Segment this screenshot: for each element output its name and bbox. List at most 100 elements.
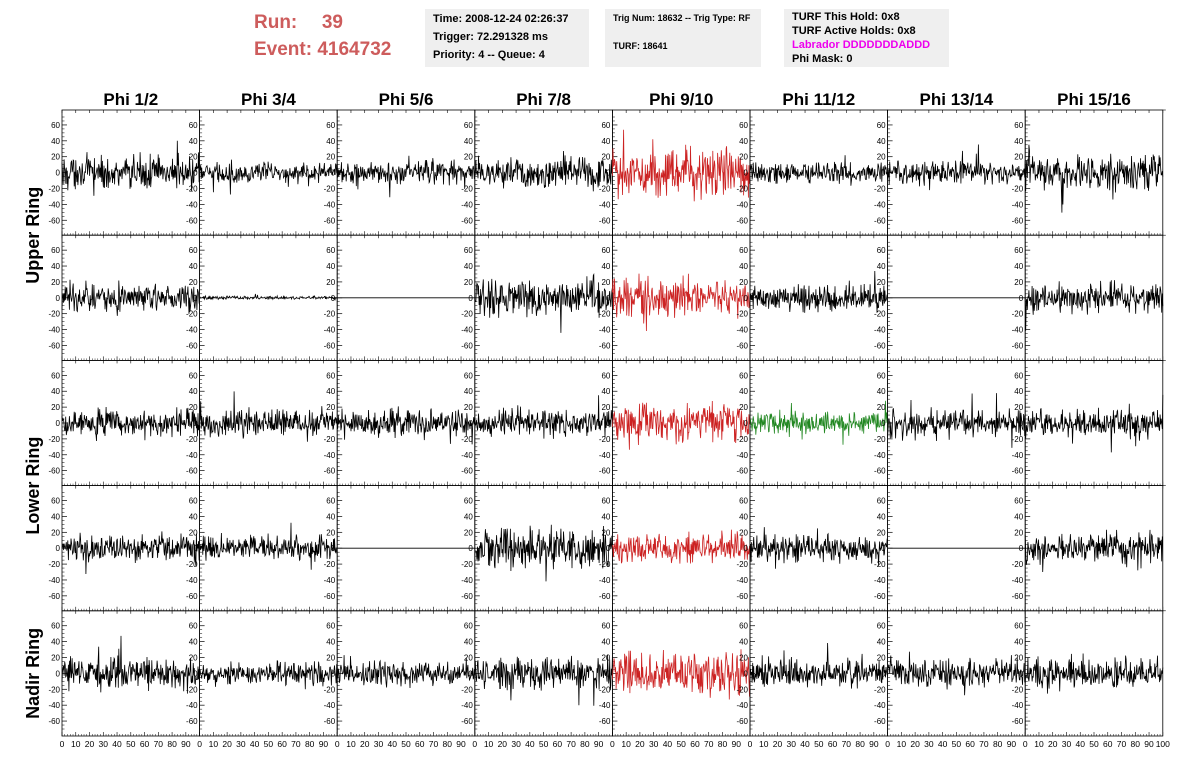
x-tick-label: 30 — [236, 739, 246, 749]
y-tick-label: -20 — [461, 184, 473, 193]
y-tick-label: 40 — [189, 512, 198, 521]
y-tick-label: 60 — [51, 246, 60, 255]
y-tick-label: 0 — [881, 419, 886, 428]
y-tick-label: -20 — [1012, 560, 1024, 569]
y-tick-label: 60 — [877, 622, 886, 631]
y-tick-label: 60 — [326, 622, 335, 631]
y-tick-label: 0 — [1019, 169, 1024, 178]
y-tick-label: 40 — [1014, 638, 1023, 647]
y-tick-label: 40 — [877, 137, 886, 146]
y-tick-label: 20 — [189, 528, 198, 537]
x-tick-label: 40 — [938, 739, 948, 749]
waveform-trace — [612, 273, 751, 332]
y-tick-label: 0 — [881, 544, 886, 553]
y-tick-label: -20 — [1012, 310, 1024, 319]
x-tick-label: 80 — [855, 739, 865, 749]
waveform-trace — [1024, 653, 1164, 694]
y-tick-label: -60 — [461, 592, 473, 601]
x-tick-label: 50 — [126, 739, 136, 749]
y-tick-label: -20 — [874, 435, 886, 444]
y-tick-label: 40 — [326, 387, 335, 396]
x-tick-label: 50 — [952, 739, 962, 749]
y-tick-label: -40 — [186, 701, 198, 710]
y-tick-label: 20 — [51, 153, 60, 162]
y-tick-label: 20 — [464, 654, 473, 663]
x-tick-label: 40 — [525, 739, 535, 749]
trig-num-text: Trig Num: 18632 -- Trig Type: RF — [613, 13, 751, 23]
y-tick-label: -60 — [461, 717, 473, 726]
x-tick-label: 20 — [222, 739, 232, 749]
y-tick-label: -40 — [736, 701, 748, 710]
x-tick-label: 60 — [140, 739, 150, 749]
y-tick-label: -40 — [599, 701, 611, 710]
y-tick-label: -20 — [874, 184, 886, 193]
row-label: Nadir Ring — [23, 628, 43, 719]
y-tick-label: -40 — [324, 326, 336, 335]
waveform-trace — [749, 527, 888, 569]
y-tick-label: 0 — [56, 169, 61, 178]
y-tick-label: 20 — [1014, 528, 1023, 537]
y-tick-label: 60 — [51, 371, 60, 380]
y-tick-label: 40 — [1014, 387, 1023, 396]
x-tick-label: 20 — [360, 739, 370, 749]
y-tick-label: 20 — [739, 278, 748, 287]
y-tick-label: 0 — [744, 294, 749, 303]
y-tick-label: 40 — [739, 137, 748, 146]
run-label: Run: — [254, 12, 298, 33]
y-tick-label: 40 — [189, 262, 198, 271]
x-tick-label: 0 — [472, 739, 477, 749]
y-tick-label: -40 — [874, 576, 886, 585]
turf-this-hold-text: TURF This Hold: 0x8 — [792, 11, 900, 23]
y-tick-label: 40 — [464, 512, 473, 521]
y-tick-label: 0 — [744, 544, 749, 553]
trig-info-box: Trig Num: 18632 -- Trig Type: RF TURF: 1… — [605, 9, 761, 67]
y-tick-label: 0 — [331, 294, 336, 303]
y-tick-label: 60 — [877, 246, 886, 255]
y-tick-label: 20 — [601, 403, 610, 412]
x-tick-label: 20 — [1048, 739, 1058, 749]
y-tick-label: -60 — [1012, 592, 1024, 601]
y-tick-label: 40 — [601, 137, 610, 146]
y-tick-label: -40 — [461, 326, 473, 335]
phi-mask-text: Phi Mask: 0 — [792, 53, 853, 65]
waveform-trace — [199, 159, 338, 195]
y-tick-label: -20 — [599, 435, 611, 444]
y-tick-label: 0 — [468, 544, 473, 553]
turf-text: TURF: 18641 — [613, 41, 668, 51]
y-tick-label: -60 — [599, 341, 611, 350]
x-tick-label: 20 — [910, 739, 920, 749]
y-tick-label: -20 — [461, 685, 473, 694]
waveform-trace — [474, 654, 613, 706]
y-tick-label: 20 — [189, 278, 198, 287]
x-tick-label: 90 — [319, 739, 329, 749]
y-tick-label: 60 — [51, 497, 60, 506]
x-tick-label: 80 — [167, 739, 177, 749]
x-tick-label: 50 — [676, 739, 686, 749]
waveform-trace — [199, 391, 338, 442]
y-tick-label: 60 — [601, 497, 610, 506]
x-tick-label: 50 — [1089, 739, 1099, 749]
waveform-trace — [612, 649, 751, 700]
y-tick-label: 60 — [51, 622, 60, 631]
y-tick-label: 60 — [601, 246, 610, 255]
waveform-trace — [612, 529, 751, 564]
y-tick-label: -60 — [48, 216, 60, 225]
y-tick-label: -20 — [48, 560, 60, 569]
y-tick-label: 40 — [601, 638, 610, 647]
y-tick-label: 40 — [326, 262, 335, 271]
y-tick-label: -20 — [599, 310, 611, 319]
y-tick-label: 20 — [877, 153, 886, 162]
x-tick-label: 0 — [197, 739, 202, 749]
waveform-trace — [1024, 529, 1164, 573]
column-header: Phi 9/10 — [649, 90, 713, 109]
x-tick-label: 20 — [498, 739, 508, 749]
y-tick-label: -40 — [874, 200, 886, 209]
y-tick-label: -20 — [736, 560, 748, 569]
waveform-trace — [336, 155, 476, 198]
x-tick-label: 40 — [800, 739, 810, 749]
waveform-trace — [336, 655, 476, 689]
waveform-trace — [474, 524, 613, 582]
y-tick-label: -40 — [48, 326, 60, 335]
y-tick-label: 40 — [189, 638, 198, 647]
